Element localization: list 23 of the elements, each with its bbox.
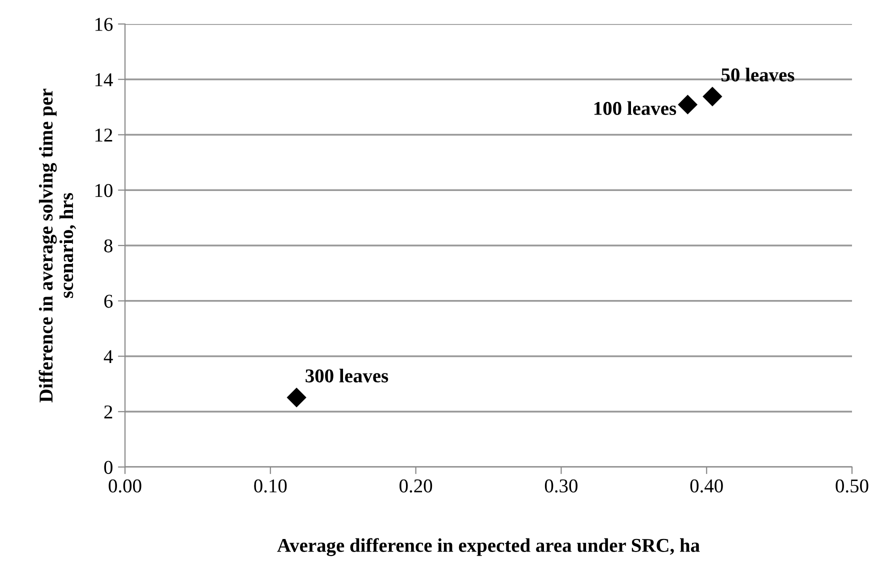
- y-tick-label: 10: [95, 184, 112, 198]
- y-tick-label: 12: [95, 128, 112, 142]
- point: [287, 388, 306, 408]
- annotation: 100 leaves: [594, 101, 676, 115]
- y-tick-label: 16: [95, 18, 113, 31]
- y-tick-label: 0: [104, 460, 112, 474]
- x-tick-label: 0.30: [544, 479, 578, 493]
- point: [678, 95, 698, 114]
- x-tick-label: 0.40: [690, 479, 723, 493]
- y-tick-label: 4: [104, 350, 113, 363]
- y-tick-label: 2: [104, 405, 112, 418]
- y-tick-label: 6: [104, 294, 113, 308]
- x-axis-title: Average difference in expected area under SRC, ha: [277, 538, 700, 556]
- x-tick-label: 0.00: [108, 479, 142, 493]
- y-tick-label: 14: [95, 73, 113, 86]
- point: [702, 87, 722, 106]
- x-tick-label: 0.50: [836, 479, 868, 493]
- annotation: 50 leaves: [722, 68, 794, 82]
- y-tick-label: 8: [104, 239, 112, 252]
- annotation: 300 leaves: [306, 368, 388, 382]
- x-tick-label: 0.10: [254, 479, 287, 493]
- x-tick-label: 0.20: [400, 479, 432, 493]
- y-axis-title: Difference in average solving time per scenario, hrs: [38, 88, 76, 402]
